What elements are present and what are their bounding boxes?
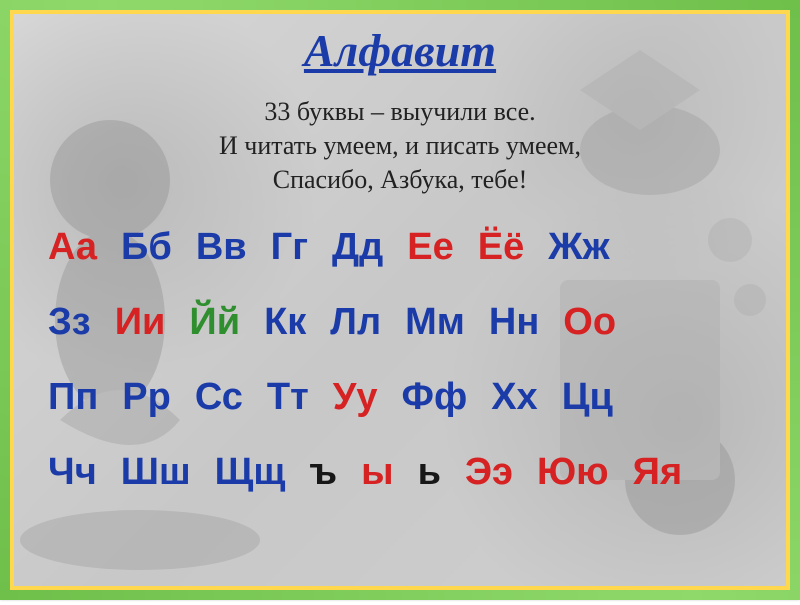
letter-pair: Йй xyxy=(189,301,240,344)
letter-pair: Пп xyxy=(48,376,98,419)
letter-pair: Сс xyxy=(195,376,243,419)
alphabet-row: Пп Рр Сс Тт Уу Фф Хх Цц xyxy=(48,376,752,419)
letter-pair: Ёё xyxy=(478,226,525,269)
letter-pair: Ее xyxy=(407,226,453,269)
letter-pair: Щщ xyxy=(215,451,286,494)
letter-pair: Юю xyxy=(537,451,609,494)
subtitle-line-2: И читать умеем, и писать умеем, xyxy=(219,131,581,160)
alphabet-row: Чч Шш Щщъыь Ээ Юю Яя xyxy=(48,451,752,494)
letter-pair: Фф xyxy=(402,376,468,419)
letter-pair: Жж xyxy=(548,226,609,269)
letter-pair: Чч xyxy=(48,451,97,494)
letter-pair: Зз xyxy=(48,301,91,344)
letter-pair: Оо xyxy=(563,301,616,344)
letter-pair: Бб xyxy=(121,226,172,269)
letter-pair: Тт xyxy=(267,376,309,419)
letter-pair: Аа xyxy=(48,226,97,269)
slide-content: Алфавит 33 буквы – выучили все. И читать… xyxy=(0,0,800,600)
letter-pair: Нн xyxy=(489,301,539,344)
letter-pair: Уу xyxy=(333,376,378,419)
letter-pair: ъ xyxy=(309,451,337,494)
alphabet-grid: Аа Бб Вв Гг Дд Ее Ёё Жж Зз Ии Йй Кк Лл Мм Нн Оо Пп Рр Сс Тт… xyxy=(30,226,770,494)
subtitle-line-1: 33 буквы – выучили все. xyxy=(264,97,535,126)
letter-pair: Мм xyxy=(405,301,465,344)
letter-pair: Цц xyxy=(562,376,613,419)
letter-pair: Лл xyxy=(330,301,381,344)
letter-pair: ь xyxy=(418,451,441,494)
letter-pair: Ээ xyxy=(465,451,513,494)
letter-pair: Кк xyxy=(264,301,306,344)
letter-pair: Шш xyxy=(121,451,191,494)
letter-pair: Дд xyxy=(332,226,383,269)
letter-pair: Гг xyxy=(271,226,308,269)
page-title: Алфавит xyxy=(30,24,770,77)
alphabet-row: Аа Бб Вв Гг Дд Ее Ёё Жж xyxy=(48,226,752,269)
letter-pair: ы xyxy=(361,451,393,494)
letter-pair: Яя xyxy=(633,451,683,494)
letter-pair: Ии xyxy=(115,301,166,344)
alphabet-row: Зз Ии Йй Кк Лл Мм Нн Оо xyxy=(48,301,752,344)
letter-pair: Вв xyxy=(196,226,247,269)
letter-pair: Рр xyxy=(122,376,171,419)
letter-pair: Хх xyxy=(491,376,537,419)
subtitle-line-3: Спасибо, Азбука, тебе! xyxy=(273,165,528,194)
subtitle: 33 буквы – выучили все. И читать умеем, … xyxy=(30,95,770,196)
